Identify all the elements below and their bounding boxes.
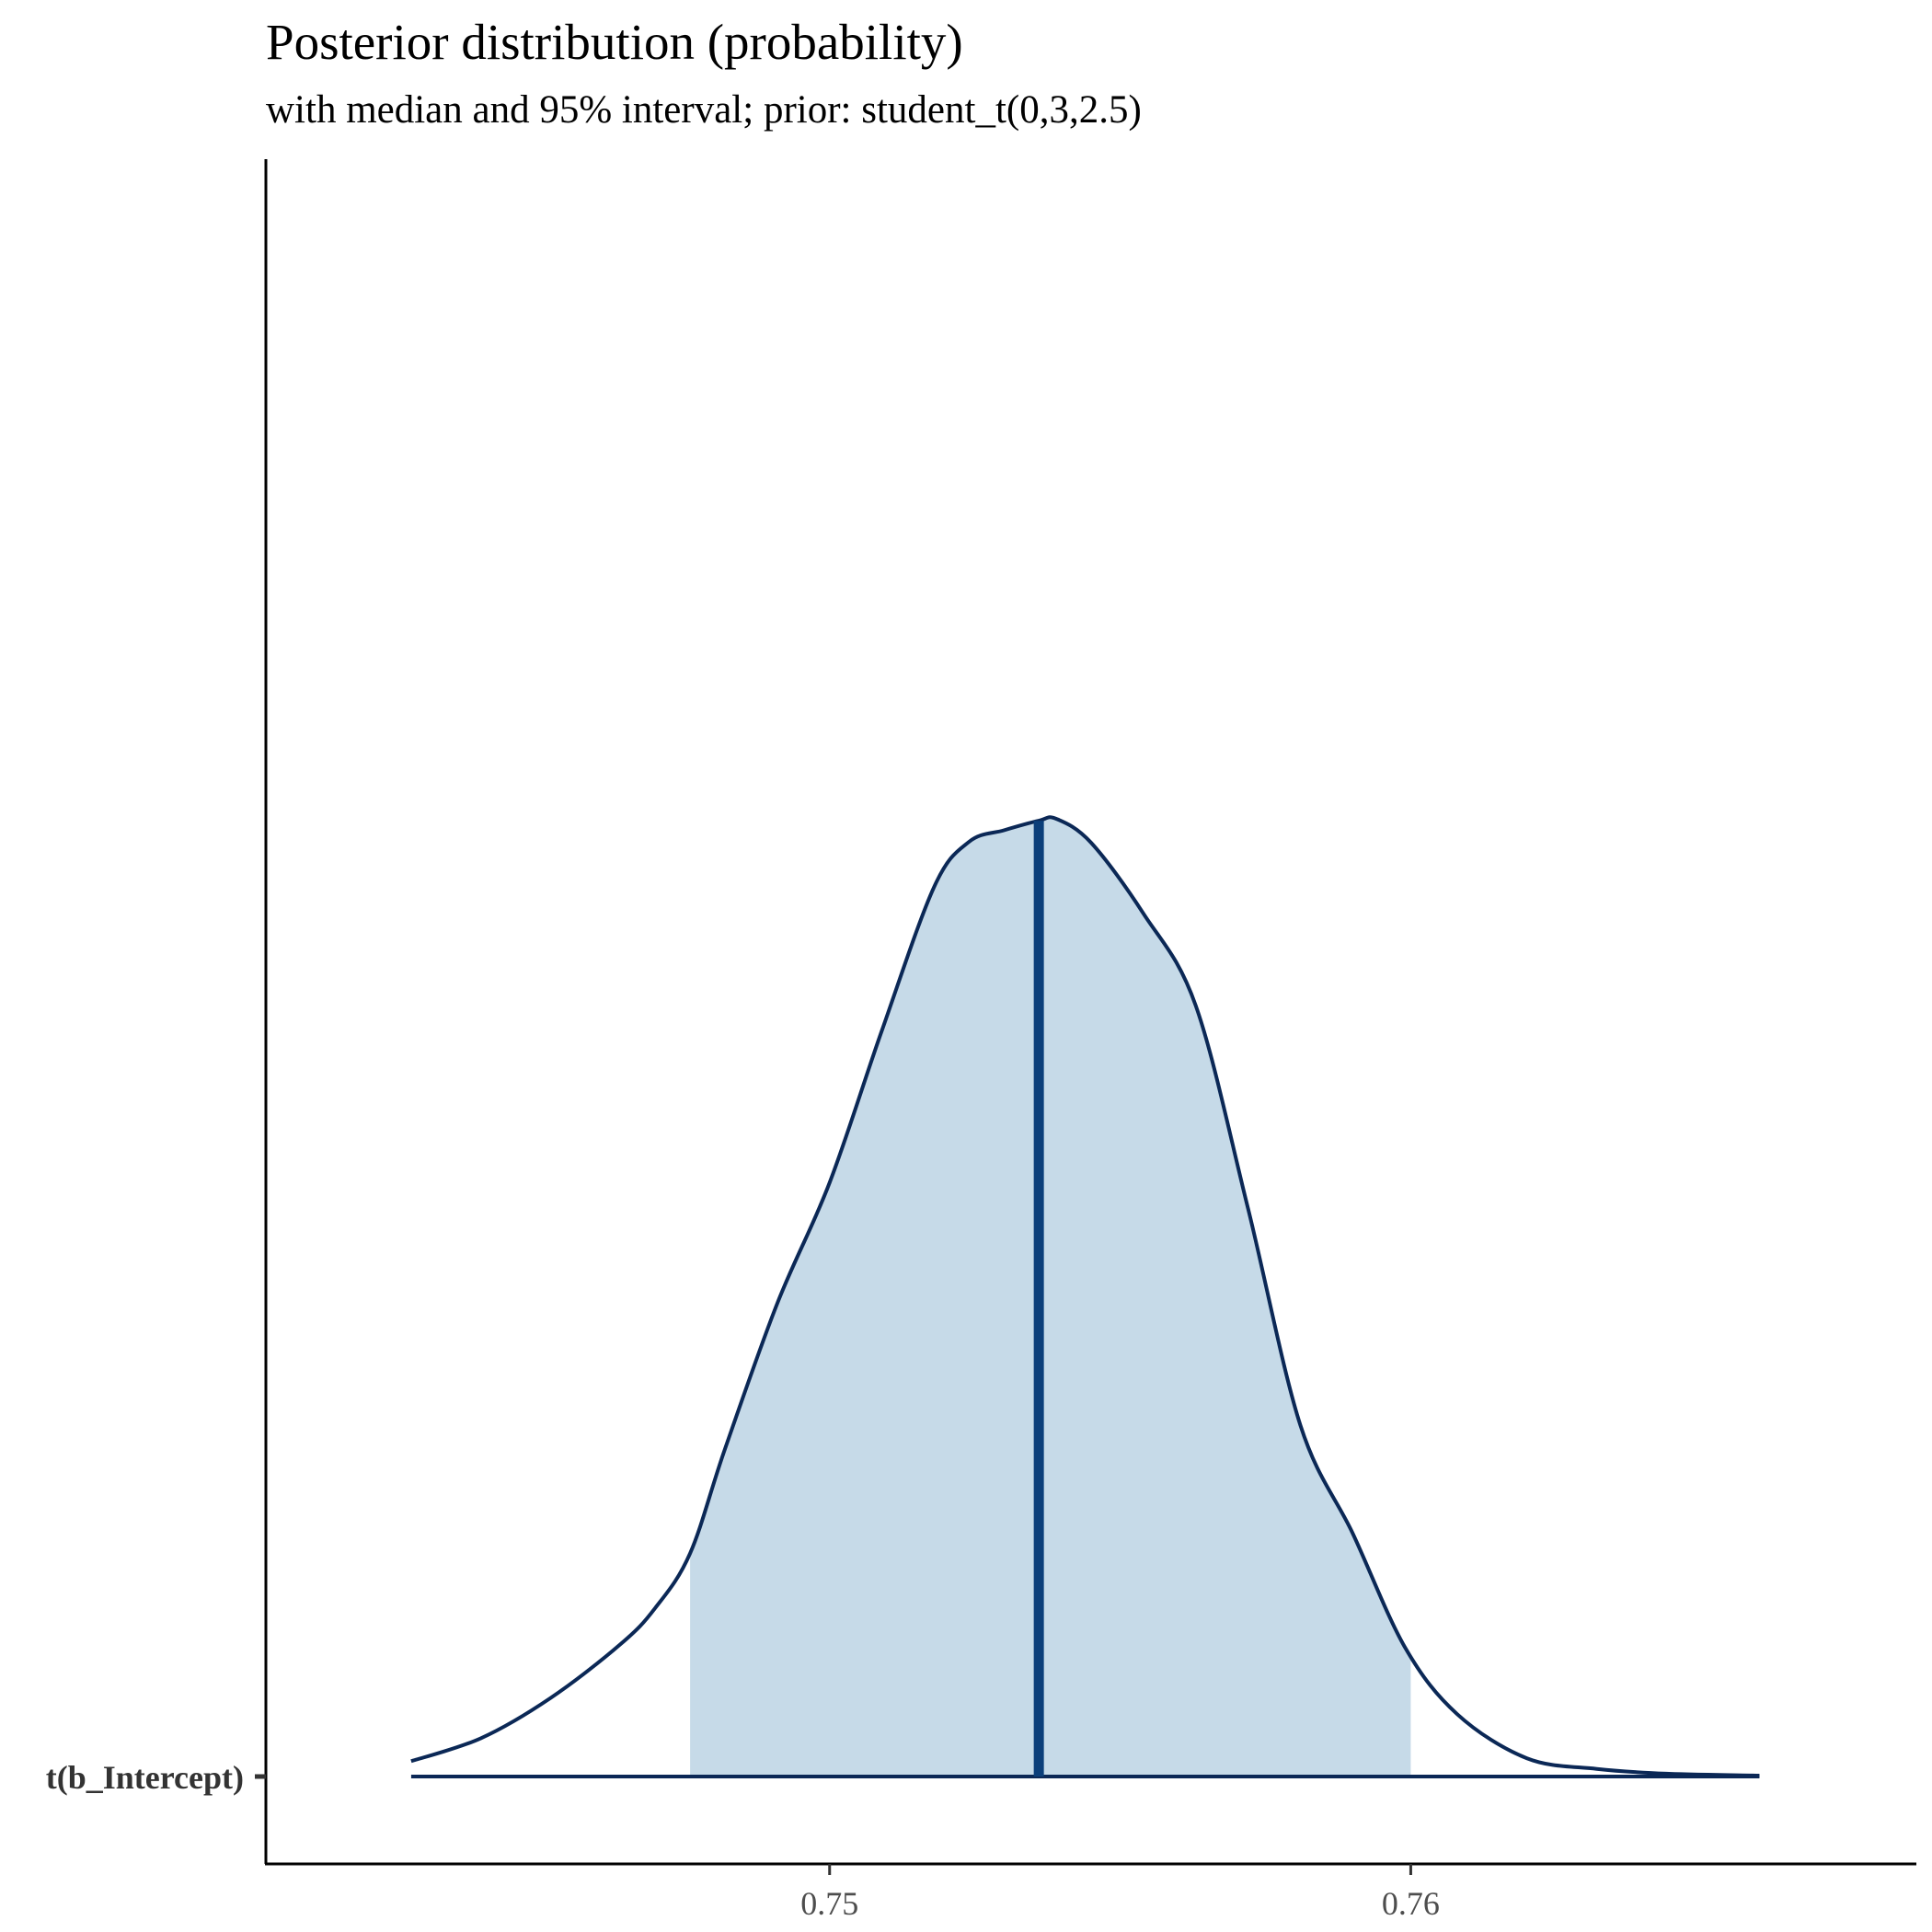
density-curve — [410, 815, 1760, 1777]
x-tick-layer: 0.75 0.76 — [800, 1864, 1440, 1922]
interval-area-layer — [690, 817, 1411, 1777]
axis-layer: t(b_Intercept) — [46, 159, 1916, 1866]
interval-95-area — [690, 817, 1411, 1777]
x-tick-label: 0.75 — [800, 1885, 858, 1922]
y-tick-label: t(b_Intercept) — [46, 1759, 244, 1796]
density-line-layer — [410, 815, 1760, 1778]
chart-title: Posterior distribution (probability) — [266, 14, 963, 70]
chart-subtitle: with median and 95% interval; prior: stu… — [266, 88, 1142, 132]
x-tick-label: 0.76 — [1382, 1885, 1440, 1922]
